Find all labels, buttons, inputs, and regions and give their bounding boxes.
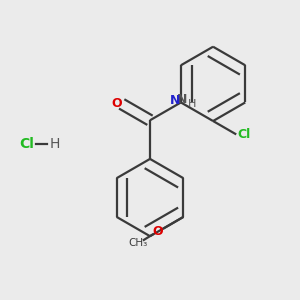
Text: CH₃: CH₃ bbox=[129, 238, 148, 248]
Text: Cl: Cl bbox=[19, 137, 34, 151]
Text: N: N bbox=[177, 93, 188, 106]
Text: N: N bbox=[170, 94, 181, 107]
Text: O: O bbox=[152, 225, 163, 238]
Text: O: O bbox=[111, 98, 122, 110]
Text: Cl: Cl bbox=[237, 128, 250, 141]
Text: H: H bbox=[188, 99, 196, 109]
Text: H: H bbox=[50, 137, 60, 151]
